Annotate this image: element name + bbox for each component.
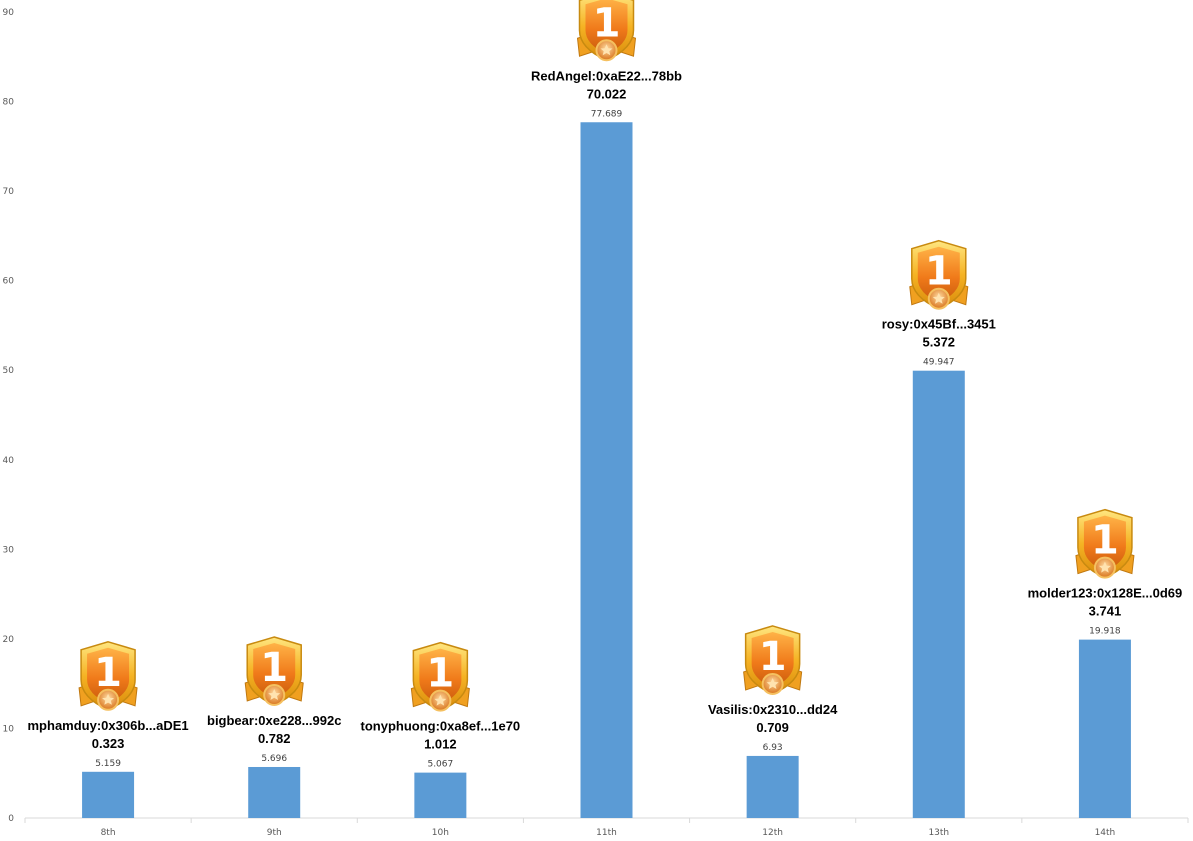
winner-score: 1.012 xyxy=(424,737,457,752)
winner-name: molder123:0x128E...0d69 xyxy=(1028,586,1183,601)
x-tick-label: 13th xyxy=(928,828,949,838)
rank-badge-number: 1 xyxy=(260,645,288,691)
winner-annotation: 0.323 mphamduy:0x306b...aDE1 1 xyxy=(28,641,189,751)
rank-badge-icon: 1 xyxy=(78,641,138,711)
bar xyxy=(414,772,467,818)
bar xyxy=(248,766,301,818)
x-tick-label: 11th xyxy=(596,828,617,838)
bar xyxy=(580,122,633,819)
data-label: 77.689 xyxy=(591,109,623,119)
winner-annotation: 5.372 rosy:0x45Bf...3451 1 xyxy=(882,239,996,350)
winner-score: 5.372 xyxy=(923,335,956,350)
x-tick-label: 10h xyxy=(432,828,449,838)
winner-name: mphamduy:0x306b...aDE1 xyxy=(28,718,189,733)
winner-annotation: 0.782 bigbear:0xe228...992c 1 xyxy=(207,636,341,746)
y-tick-label: 0 xyxy=(8,814,14,824)
winner-score: 3.741 xyxy=(1089,604,1122,619)
winner-annotation: 70.022 RedAngel:0xaE22...78bb 1 xyxy=(531,0,682,101)
rank-badge-number: 1 xyxy=(426,651,454,697)
rank-badge-number: 1 xyxy=(94,650,122,696)
bar xyxy=(746,755,799,818)
y-tick-label: 90 xyxy=(3,8,15,18)
bar xyxy=(1078,639,1131,818)
winner-name: bigbear:0xe228...992c xyxy=(207,713,341,728)
winner-annotations: 0.323 mphamduy:0x306b...aDE1 1 0.782 bigbear… xyxy=(28,0,1183,752)
value-labels: 5.159 5.696 5.067 77.689 6.93 49.947 19.918 xyxy=(95,109,1121,769)
winner-annotation: 1.012 tonyphuong:0xa8ef...1e70 1 xyxy=(361,641,521,752)
x-tick-label: 8th xyxy=(101,828,116,838)
rank-badge-icon: 1 xyxy=(576,0,637,62)
bar xyxy=(912,370,965,818)
y-axis: 0 10 20 30 40 50 60 70 80 90 xyxy=(3,8,15,824)
winner-annotation: 3.741 molder123:0x128E...0d69 1 xyxy=(1028,508,1183,619)
winner-name: RedAngel:0xaE22...78bb xyxy=(531,68,682,83)
bar xyxy=(82,771,135,818)
category-separators xyxy=(24,818,1189,823)
data-label: 5.696 xyxy=(261,754,287,764)
winner-name: tonyphuong:0xa8ef...1e70 xyxy=(361,719,521,734)
category-labels: 8th 9th 10h 11th 12th 13th 14th xyxy=(101,828,1116,838)
data-label: 49.947 xyxy=(923,358,955,368)
y-tick-label: 80 xyxy=(3,98,15,108)
y-tick-label: 50 xyxy=(3,366,15,376)
y-tick-label: 20 xyxy=(3,635,15,645)
rank-badge-number: 1 xyxy=(593,0,621,46)
winner-score: 0.323 xyxy=(92,736,125,751)
rank-badge-icon: 1 xyxy=(410,641,470,712)
winner-name: rosy:0x45Bf...3451 xyxy=(882,317,996,332)
bars xyxy=(82,122,1131,819)
x-tick-label: 12th xyxy=(762,828,783,838)
winner-score: 70.022 xyxy=(587,86,627,101)
rank-badge-icon: 1 xyxy=(244,636,304,706)
winner-annotation: 0.709 Vasilis:0x2310...dd24 1 xyxy=(708,625,838,735)
x-tick-label: 14th xyxy=(1095,828,1116,838)
data-label: 5.159 xyxy=(95,759,121,769)
x-tick-label: 9th xyxy=(267,828,282,838)
y-tick-label: 40 xyxy=(3,456,15,466)
rank-badge-icon: 1 xyxy=(1075,508,1135,579)
winner-name: Vasilis:0x2310...dd24 xyxy=(708,702,838,717)
y-tick-label: 30 xyxy=(3,545,15,555)
y-tick-label: 60 xyxy=(3,277,15,287)
data-label: 6.93 xyxy=(763,743,783,753)
y-tick-label: 70 xyxy=(3,187,15,197)
y-tick-label: 10 xyxy=(3,724,15,734)
rank-badge-number: 1 xyxy=(759,634,787,680)
data-label: 19.918 xyxy=(1089,627,1121,637)
rank-badge-icon: 1 xyxy=(909,239,969,310)
winner-score: 0.709 xyxy=(756,720,789,735)
data-label: 5.067 xyxy=(427,760,453,770)
winner-score: 0.782 xyxy=(258,731,291,746)
rank-badge-icon: 1 xyxy=(743,625,803,695)
rank-badge-number: 1 xyxy=(925,249,953,295)
rank-badge-number: 1 xyxy=(1091,518,1119,564)
